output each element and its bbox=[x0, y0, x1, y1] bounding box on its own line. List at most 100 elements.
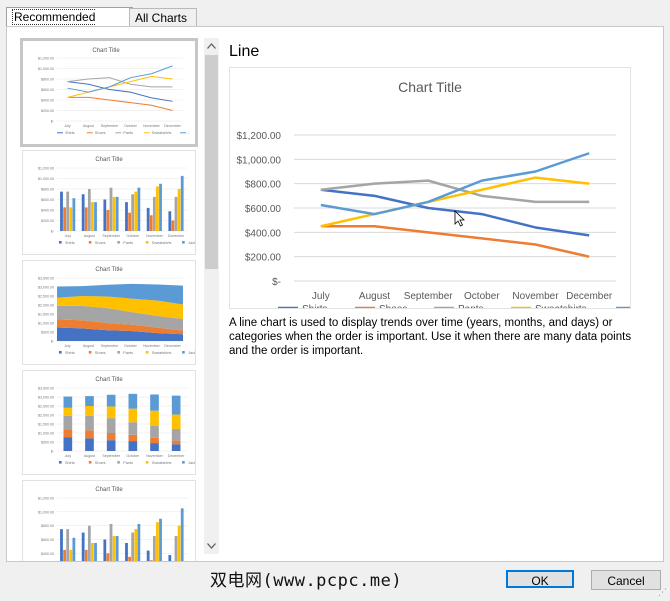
thumb-bar bbox=[66, 191, 70, 231]
thumb-bar bbox=[134, 191, 138, 231]
thumb-bar bbox=[125, 542, 128, 561]
thumb-x-tick: August bbox=[84, 454, 95, 458]
thumbnail-line-plot: $- $200.00 $400.00 $600.00 $800.00 $1,000.00 $… bbox=[38, 57, 189, 136]
thumb-area bbox=[57, 296, 183, 319]
thumbnail-stacked-area-chart[interactable]: Chart Title $- $500.00 $1,000.00 $1,500.00 $… bbox=[22, 260, 196, 365]
thumb-bar bbox=[128, 556, 131, 561]
thumb-bar bbox=[115, 196, 119, 231]
thumb-stacked-bar bbox=[171, 428, 181, 441]
thumb-y-tick: $1,000.00 bbox=[38, 67, 54, 71]
thumbnail-column-svg-2: Chart Title $-$200.00$400.00$600.00$800.… bbox=[38, 487, 187, 561]
tab-recommended-charts[interactable]: Recommended Charts bbox=[6, 7, 133, 43]
thumbnail-line-chart[interactable]: Chart Title $- $200.00 $400.00 $600.00 $800.… bbox=[20, 38, 198, 147]
thumb-y-tick: $800.00 bbox=[41, 524, 54, 528]
thumb-x-tick: September bbox=[102, 454, 120, 458]
thumb-legend-swatch bbox=[59, 351, 62, 354]
thumb-y-tick: $1,500.00 bbox=[38, 313, 54, 317]
thumb-stacked-bar bbox=[128, 408, 138, 423]
thumb-legend-entry: Shirts bbox=[65, 351, 75, 355]
preview-chart: Chart Title $- $200.00 $400.00 $600.00 $800.… bbox=[229, 67, 670, 315]
thumb-stacked-bar bbox=[171, 440, 181, 445]
chevron-down-icon[interactable] bbox=[204, 538, 219, 554]
thumb-legend-entry: Sweatshirts bbox=[152, 131, 172, 135]
thumbnail-stacked-column-chart[interactable]: Chart Title $- $500.00 $1,000.00 $1,500.00 $… bbox=[22, 370, 196, 475]
thumb-bar bbox=[87, 189, 91, 231]
thumb-y-tick: $- bbox=[51, 340, 55, 344]
thumb-y-tick: $600.00 bbox=[41, 88, 54, 92]
thumb-x-tick: October bbox=[126, 234, 140, 238]
thumb-bar bbox=[146, 207, 150, 231]
thumb-bar bbox=[84, 549, 88, 561]
thumbnail-scrollbar[interactable] bbox=[204, 38, 219, 554]
ok-button[interactable]: OK bbox=[506, 570, 574, 588]
thumb-bar bbox=[87, 525, 91, 561]
thumb-stacked-bar bbox=[128, 422, 138, 435]
legend-entry: Shirts bbox=[302, 304, 328, 308]
thumb-legend-swatch bbox=[117, 351, 120, 354]
thumb-x-tick: November bbox=[146, 454, 163, 458]
thumb-y-tick: $600.00 bbox=[41, 538, 54, 542]
thumb-x-tick: July bbox=[65, 234, 72, 238]
series-line-pants bbox=[320, 179, 590, 204]
thumb-x-tick: September bbox=[102, 234, 120, 238]
chart-thumbnail-list[interactable]: Chart Title $- $200.00 $400.00 $600.00 $800.… bbox=[20, 38, 204, 561]
x-tick-label: September bbox=[404, 291, 454, 302]
thumb-bar bbox=[72, 537, 76, 561]
thumb-stacked-bar bbox=[85, 406, 94, 416]
y-tick-label: $400.00 bbox=[245, 228, 282, 239]
thumb-bar bbox=[91, 542, 94, 561]
thumb-legend-swatch bbox=[59, 241, 62, 244]
preview-chart-type-title: Line bbox=[229, 43, 260, 60]
thumb-series-line bbox=[67, 77, 173, 88]
thumb-x-tick: August bbox=[83, 344, 94, 348]
thumb-bar bbox=[109, 187, 113, 231]
thumb-x-tick: November bbox=[143, 344, 160, 348]
thumbnail-clustered-column-chart-2[interactable]: Chart Title $- $200.00 $400.00 $600.00 $800.… bbox=[22, 480, 196, 561]
thumb-bar bbox=[174, 196, 178, 231]
thumb-legend-entry: Shoes bbox=[95, 351, 106, 355]
thumbnail-column-plot-2: $-$200.00$400.00$600.00$800.00$1,000.00$… bbox=[38, 497, 187, 561]
thumb-stacked-bar bbox=[128, 393, 138, 409]
tab-all-charts[interactable]: All Charts bbox=[129, 8, 197, 27]
thumbnail-clustered-column-chart[interactable]: Chart Title $- $200.00 $400.00 $600.00 $800.… bbox=[22, 150, 196, 255]
thumb-legend-entry: Jackets bbox=[188, 131, 189, 135]
thumb-y-tick: $2,500.00 bbox=[38, 405, 54, 409]
thumb-stacked-bar bbox=[106, 433, 116, 441]
thumb-legend-entry: Shoes bbox=[95, 131, 106, 135]
thumb-y-tick: $1,200.00 bbox=[38, 167, 54, 171]
cancel-button[interactable]: Cancel bbox=[591, 570, 661, 590]
thumb-series-line bbox=[67, 96, 173, 111]
thumbnail-column-svg: Chart Title $- $200.00 $400.00 $600.00 $800.… bbox=[38, 157, 195, 245]
preview-chart-svg: Chart Title $- $200.00 $400.00 $600.00 $800.… bbox=[237, 79, 670, 315]
thumbnail-title: Chart Title bbox=[95, 377, 123, 383]
thumb-stacked-bar bbox=[150, 410, 159, 426]
thumb-y-tick: $3,500.00 bbox=[38, 387, 54, 391]
y-tick-label: $600.00 bbox=[245, 204, 282, 215]
chevron-up-icon[interactable] bbox=[204, 38, 219, 54]
resize-grip-icon[interactable]: ⋰ bbox=[658, 587, 667, 597]
scrollbar-thumb[interactable] bbox=[205, 55, 218, 269]
thumb-legend-swatch bbox=[88, 351, 92, 354]
thumb-bar bbox=[60, 191, 63, 231]
thumb-legend-entry: Jackets bbox=[188, 461, 195, 465]
thumb-stacked-bar bbox=[63, 437, 73, 451]
thumb-y-tick: $1,000.00 bbox=[38, 432, 54, 436]
thumb-bar bbox=[60, 529, 63, 561]
thumb-bar bbox=[84, 207, 88, 231]
thumb-x-tick: August bbox=[83, 124, 94, 128]
thumb-x-tick: October bbox=[126, 454, 140, 458]
thumb-bar bbox=[112, 536, 116, 561]
thumb-y-tick: $500.00 bbox=[41, 441, 54, 445]
thumb-bar bbox=[112, 196, 116, 231]
thumb-stacked-bar bbox=[150, 437, 159, 444]
thumb-y-tick: $200.00 bbox=[41, 219, 54, 223]
thumb-x-tick: October bbox=[124, 124, 138, 128]
thumbnail-area-plot: $- $500.00 $1,000.00 $1,500.00 $2,000.00 $2,5… bbox=[38, 277, 195, 356]
thumb-y-tick: $600.00 bbox=[41, 198, 54, 202]
thumb-y-tick: $500.00 bbox=[41, 331, 54, 335]
thumb-y-tick: $1,000.00 bbox=[38, 510, 54, 514]
thumb-stacked-bar bbox=[63, 429, 73, 438]
thumb-legend-entry: Jackets bbox=[188, 241, 195, 245]
y-tick-label: $1,200.00 bbox=[237, 131, 282, 142]
thumb-x-tick: September bbox=[101, 344, 119, 348]
